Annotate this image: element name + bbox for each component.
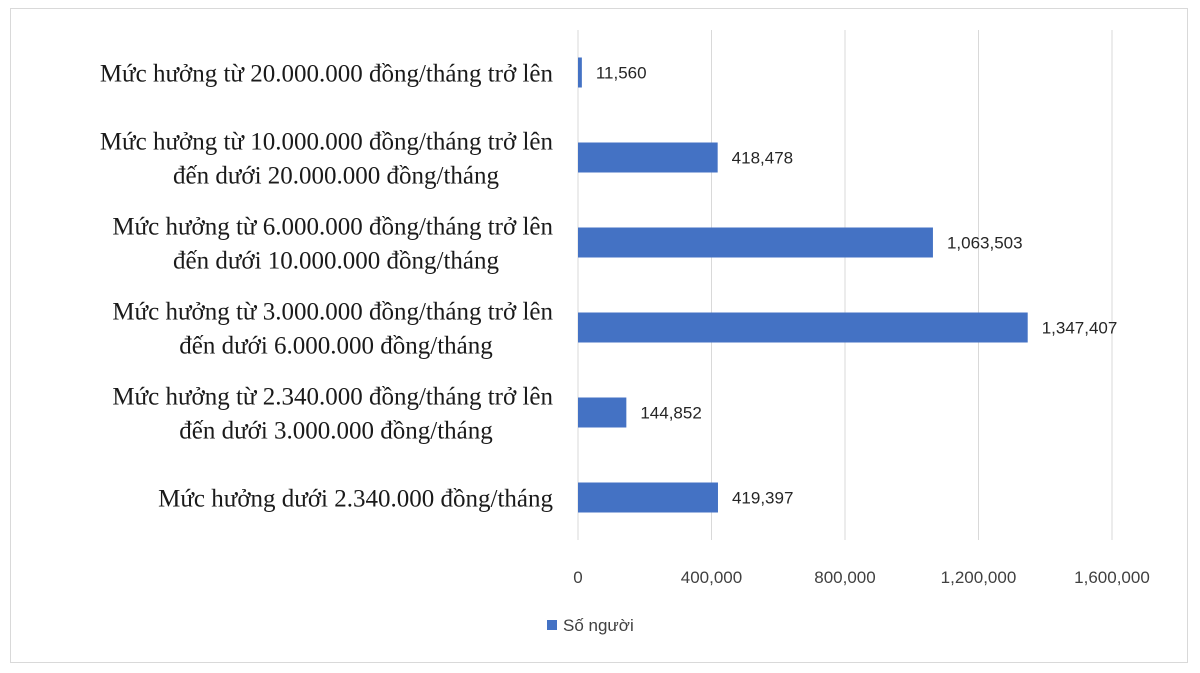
data-label: 144,852 xyxy=(640,404,701,423)
category-label: Mức hưởng từ 3.000.000 đồng/tháng trở lê… xyxy=(112,299,553,326)
category-label: Mức hưởng từ 6.000.000 đồng/tháng trở lê… xyxy=(112,214,553,241)
x-tick-label: 1,200,000 xyxy=(941,568,1017,587)
category-label: đến dưới 20.000.000 đồng/tháng xyxy=(173,163,500,190)
category-label: đến dưới 10.000.000 đồng/tháng xyxy=(173,248,500,275)
x-tick-label: 1,600,000 xyxy=(1074,568,1150,587)
data-label: 419,397 xyxy=(732,489,793,508)
bar[interactable] xyxy=(578,57,582,88)
bar[interactable] xyxy=(578,482,718,513)
bars xyxy=(578,57,1028,513)
category-labels: Mức hưởng từ 20.000.000 đồng/tháng trở l… xyxy=(100,61,554,513)
category-label: Mức hưởng từ 20.000.000 đồng/tháng trở l… xyxy=(100,61,554,88)
data-label: 418,478 xyxy=(732,149,793,168)
bar[interactable] xyxy=(578,312,1028,343)
data-label: 1,063,503 xyxy=(947,234,1023,253)
legend-swatch xyxy=(547,620,557,630)
bar[interactable] xyxy=(578,142,718,173)
legend[interactable]: Số người xyxy=(547,616,634,635)
data-label: 1,347,407 xyxy=(1042,319,1118,338)
bar[interactable] xyxy=(578,227,933,258)
category-label: đến dưới 6.000.000 đồng/tháng xyxy=(179,333,493,360)
bar[interactable] xyxy=(578,397,627,428)
category-label: Mức hưởng từ 10.000.000 đồng/tháng trở l… xyxy=(100,129,554,156)
x-tick-label: 0 xyxy=(573,568,582,587)
category-label: Mức hưởng dưới 2.340.000 đồng/tháng xyxy=(158,486,553,513)
category-label: đến dưới 3.000.000 đồng/tháng xyxy=(179,418,493,445)
x-tick-label: 400,000 xyxy=(681,568,742,587)
value-labels: 11,560 418,478 1,063,503 1,347,407 144,852 41… xyxy=(596,64,1117,508)
x-tick-label: 800,000 xyxy=(814,568,875,587)
legend-label: Số người xyxy=(563,616,634,635)
category-label: Mức hưởng từ 2.340.000 đồng/tháng trở lê… xyxy=(112,384,553,411)
data-label: 11,560 xyxy=(596,64,647,83)
gridlines xyxy=(577,30,1113,540)
x-axis-ticks: 0 400,000 800,000 1,200,000 1,600,000 xyxy=(573,568,1150,587)
